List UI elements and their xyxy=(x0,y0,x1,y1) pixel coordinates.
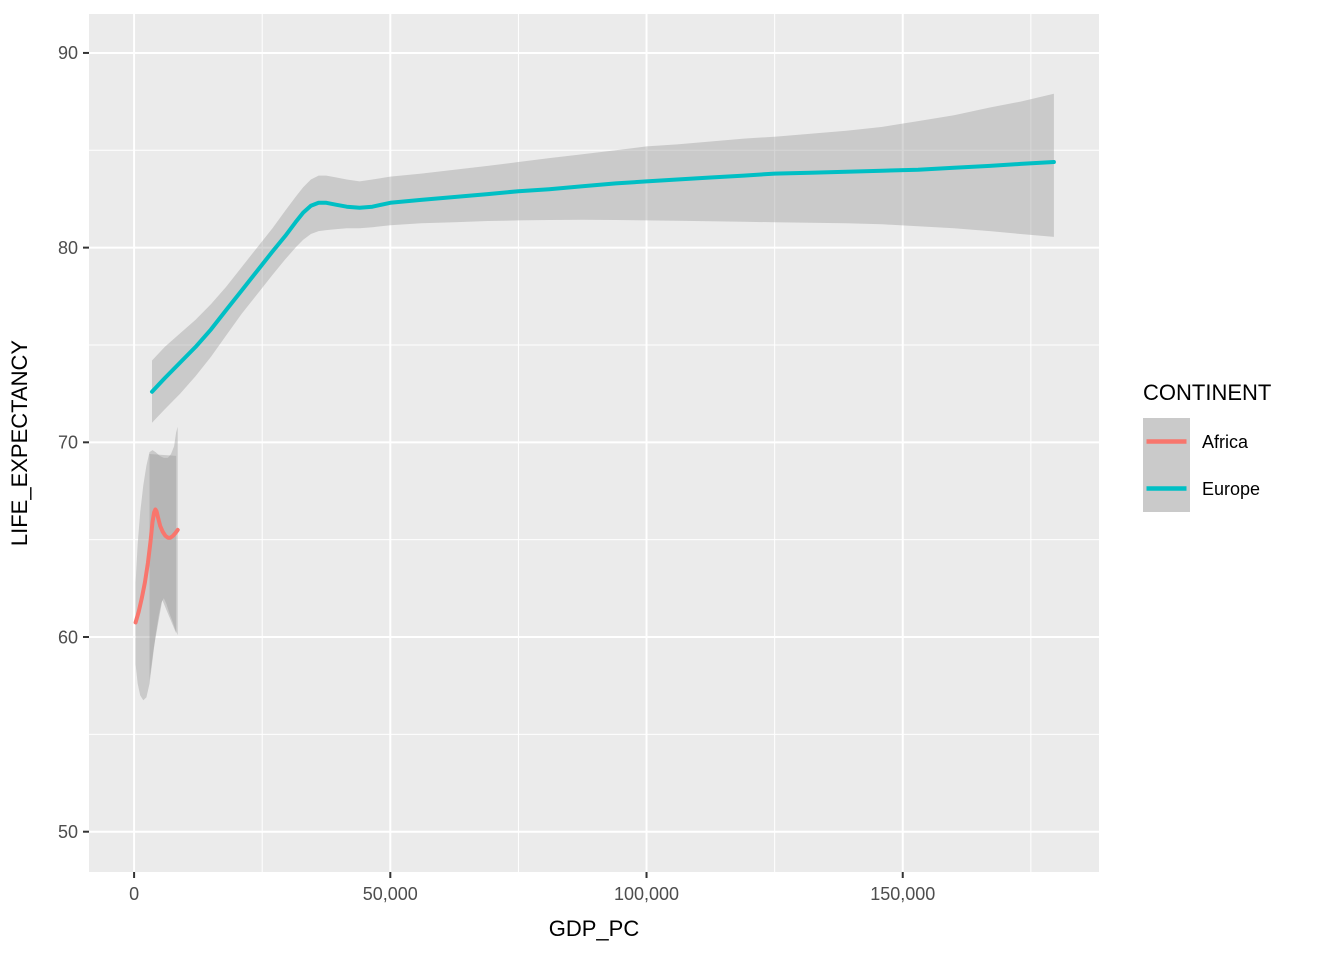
y-tick-label: 80 xyxy=(58,238,78,258)
x-tick-label: 100,000 xyxy=(614,884,679,904)
europe-smooth-line xyxy=(150,160,1056,394)
legend: CONTINENT Africa Europe xyxy=(1143,380,1271,512)
x-tick-label: 50,000 xyxy=(363,884,418,904)
x-axis-title: GDP_PC xyxy=(549,916,640,941)
legend-title: CONTINENT xyxy=(1143,380,1271,405)
y-tick-label: 70 xyxy=(58,433,78,453)
legend-label-europe: Europe xyxy=(1202,479,1260,499)
axis-ticks xyxy=(83,51,904,878)
x-tick-label: 150,000 xyxy=(870,884,935,904)
africa-smooth-line xyxy=(133,507,180,625)
europe-ci-ribbon xyxy=(152,93,1054,423)
y-tick-label: 60 xyxy=(58,627,78,647)
legend-entries: Africa Europe xyxy=(1143,418,1260,512)
x-tick-label: 0 xyxy=(129,884,139,904)
smooth-lines xyxy=(133,160,1056,625)
y-tick-label: 50 xyxy=(58,822,78,842)
africa-ci-ribbon xyxy=(135,426,178,701)
y-tick-label: 90 xyxy=(58,43,78,63)
y-axis-title: LIFE_EXPECTANCY xyxy=(7,340,32,547)
major-gridlines xyxy=(89,14,1099,872)
axis-tick-labels: 0 50,000 100,000 150,000 50 60 70 80 90 xyxy=(58,43,935,904)
legend-label-africa: Africa xyxy=(1202,432,1249,452)
